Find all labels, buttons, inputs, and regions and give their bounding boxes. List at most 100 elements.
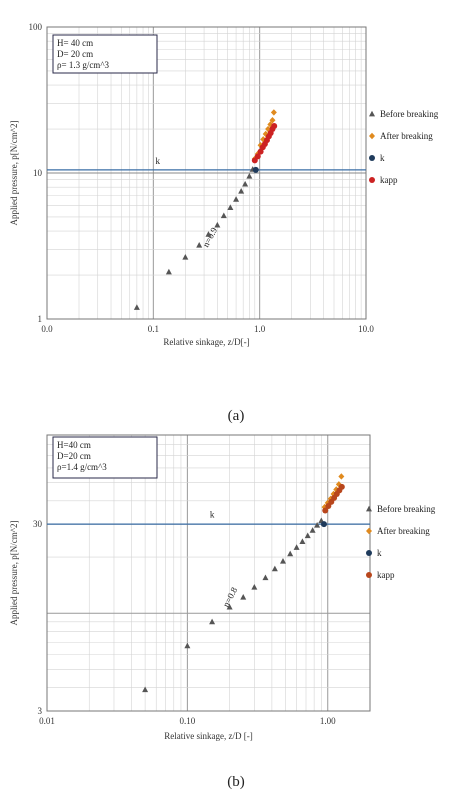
- legend-item: k: [366, 548, 382, 558]
- y-tick-label: 30: [33, 519, 43, 529]
- data-point: [252, 166, 259, 173]
- data-point: [242, 180, 249, 187]
- info-box: [52, 436, 158, 479]
- plot-area: [47, 435, 370, 711]
- series-k: [320, 521, 327, 528]
- legend-label: kapp: [380, 175, 398, 185]
- data-point: [260, 136, 267, 143]
- data-point: [314, 522, 321, 528]
- legend-marker: [369, 132, 375, 140]
- data-point: [304, 532, 311, 539]
- legend-label: Before breaking: [380, 109, 439, 119]
- data-point: [270, 109, 277, 116]
- x-axis-label: Relative sinkage, z/D[-]: [163, 337, 249, 347]
- data-point: [214, 221, 221, 228]
- data-point: [279, 558, 286, 564]
- data-point: [246, 173, 253, 179]
- legend-item: After breaking: [366, 526, 430, 536]
- chart-panel-b: 0.01 0.10 1.00 3 30 Relative sinkage, z/D [-]…: [9, 434, 436, 790]
- legend-item: k: [369, 153, 385, 163]
- legend: Before breaking After breaking k kapp: [366, 504, 436, 580]
- data-point: [287, 550, 294, 557]
- legend-item: kapp: [369, 175, 398, 185]
- data-point: [233, 196, 240, 202]
- data-point: [267, 121, 274, 128]
- info-box: [52, 34, 158, 74]
- x-tick-label: 1.00: [320, 716, 336, 726]
- data-point: [320, 521, 327, 528]
- data-point: [165, 268, 172, 275]
- x-tick-label: 0.1: [148, 324, 159, 334]
- y-tick-label: 3: [38, 706, 43, 716]
- data-point: [309, 527, 316, 533]
- plot-frame: [46, 26, 367, 320]
- series-kapp: [251, 122, 278, 164]
- info-line: ρ= 1.3 g/cm^3: [57, 60, 110, 70]
- panel-label: (b): [227, 774, 245, 790]
- legend-marker: [366, 505, 372, 512]
- x-tick-label: 0.10: [179, 716, 195, 726]
- data-point: [271, 122, 278, 129]
- legend-label: k: [380, 153, 385, 163]
- data-point: [133, 304, 140, 310]
- legend-marker: [369, 110, 375, 117]
- data-point: [184, 642, 191, 649]
- data-point: [271, 565, 278, 572]
- x-axis-label: Relative sinkage, z/D [-]: [164, 731, 252, 741]
- data-point: [182, 254, 189, 260]
- legend: Before breaking After breaking k kapp: [369, 109, 439, 185]
- series-before-breaking: [142, 517, 325, 693]
- x-tick-label: 0.01: [39, 716, 55, 726]
- info-line: H= 40 cm: [57, 38, 93, 48]
- legend-label: kapp: [377, 570, 395, 580]
- legend-marker: [366, 550, 372, 556]
- panel-label: (a): [228, 408, 245, 424]
- data-point: [262, 574, 269, 581]
- y-tick-label: 100: [29, 22, 43, 32]
- series-before-breaking: [133, 166, 256, 310]
- legend-marker: [369, 155, 375, 161]
- data-point: [238, 188, 245, 194]
- legend-marker: [369, 177, 375, 183]
- legend-item: Before breaking: [369, 109, 439, 119]
- legend-item: kapp: [366, 570, 395, 580]
- legend-marker: [366, 527, 372, 535]
- legend-label: After breaking: [377, 526, 430, 536]
- y-axis-label: Applied pressure, p[N/cm^2]: [9, 521, 19, 626]
- info-line: D=20 cm: [57, 451, 91, 461]
- data-point: [251, 583, 258, 590]
- legend-item: Before breaking: [366, 504, 436, 514]
- data-point: [254, 153, 261, 160]
- legend-marker: [366, 572, 372, 578]
- info-line: H=40 cm: [57, 440, 91, 450]
- legend-label: After breaking: [380, 131, 433, 141]
- data-point: [220, 212, 227, 219]
- data-point: [338, 483, 345, 490]
- data-point: [322, 507, 329, 514]
- data-point: [299, 538, 306, 544]
- annotation-label: k: [155, 156, 160, 166]
- legend-label: Before breaking: [377, 504, 436, 514]
- data-point: [293, 544, 300, 550]
- data-point: [269, 116, 276, 124]
- data-point: [325, 503, 332, 510]
- y-axis-label: Applied pressure, p[N/cm^2]: [9, 121, 19, 226]
- data-point: [142, 686, 149, 693]
- annotation-label: k: [210, 510, 215, 520]
- data-point: [196, 242, 203, 248]
- y-tick-label: 1: [38, 314, 43, 324]
- legend-item: After breaking: [369, 131, 433, 141]
- data-point: [227, 204, 234, 210]
- info-line: ρ=1.4 g/cm^3: [57, 462, 107, 472]
- series-k: [252, 166, 259, 173]
- chart-panel-a: 0.0 0.1 1.0 10.0 1 10 100 Relative sinkage, z/D…: [9, 22, 439, 424]
- info-line: D= 20 cm: [57, 49, 93, 59]
- data-point: [205, 231, 212, 237]
- y-tick-label: 10: [33, 168, 43, 178]
- x-tick-label: 10.0: [358, 324, 374, 334]
- data-point: [240, 593, 247, 600]
- x-tick-label: 1.0: [254, 324, 266, 334]
- series-kapp: [322, 483, 345, 514]
- data-point: [338, 473, 345, 480]
